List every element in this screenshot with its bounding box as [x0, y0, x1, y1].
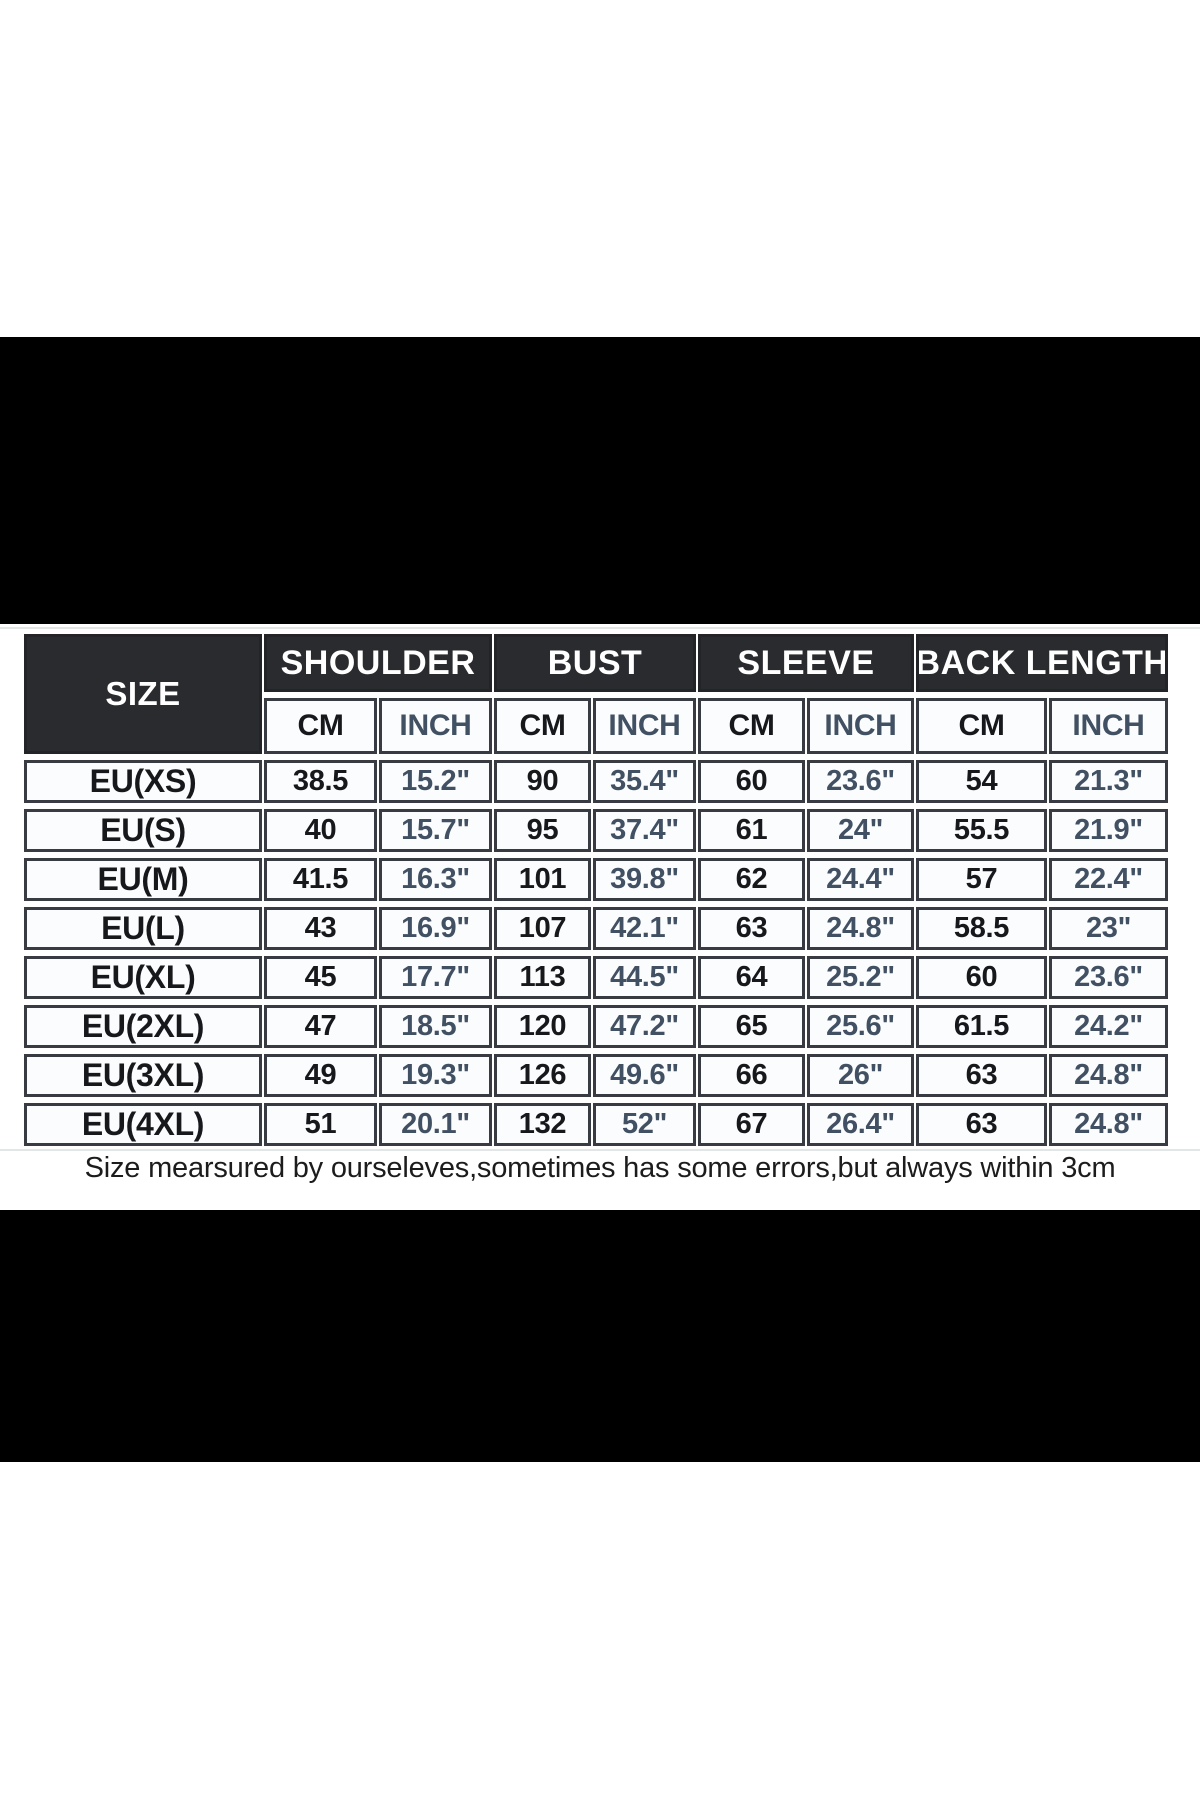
- inch-value-cell: 25.2": [807, 956, 914, 999]
- inch-value-cell: 24.2": [1049, 1005, 1168, 1048]
- size-column-header: SIZE: [24, 634, 262, 754]
- inch-value-cell: 24": [807, 809, 914, 852]
- inch-value-cell: 35.4": [593, 760, 696, 803]
- inch-value-cell: 21.9": [1049, 809, 1168, 852]
- inch-value-cell: 23.6": [807, 760, 914, 803]
- inch-value-cell: 21.3": [1049, 760, 1168, 803]
- cm-value-cell: 41.5: [264, 858, 377, 901]
- inch-value-cell: 44.5": [593, 956, 696, 999]
- cm-value-cell: 64: [698, 956, 805, 999]
- inch-value-cell: 26": [807, 1054, 914, 1097]
- size-label-cell: EU(XL): [24, 956, 262, 999]
- inch-value-cell: 42.1": [593, 907, 696, 950]
- cm-value-cell: 107: [494, 907, 591, 950]
- inch-value-cell: 24.4": [807, 858, 914, 901]
- inch-value-cell: 39.8": [593, 858, 696, 901]
- cm-value-cell: 61.5: [916, 1005, 1047, 1048]
- subheader-shoulder-cm: CM: [264, 698, 377, 754]
- inch-value-cell: 19.3": [379, 1054, 492, 1097]
- inch-value-cell: 15.2": [379, 760, 492, 803]
- cm-value-cell: 40: [264, 809, 377, 852]
- size-label-cell: EU(M): [24, 858, 262, 901]
- inch-value-cell: 16.3": [379, 858, 492, 901]
- group-header-sleeve: SLEEVE: [698, 634, 914, 692]
- inch-value-cell: 47.2": [593, 1005, 696, 1048]
- cm-value-cell: 57: [916, 858, 1047, 901]
- inch-value-cell: 20.1": [379, 1103, 492, 1146]
- cm-value-cell: 120: [494, 1005, 591, 1048]
- inch-value-cell: 17.7": [379, 956, 492, 999]
- cm-value-cell: 90: [494, 760, 591, 803]
- cm-value-cell: 51: [264, 1103, 377, 1146]
- cm-value-cell: 54: [916, 760, 1047, 803]
- cm-value-cell: 58.5: [916, 907, 1047, 950]
- inch-value-cell: 16.9": [379, 907, 492, 950]
- inch-value-cell: 22.4": [1049, 858, 1168, 901]
- cm-value-cell: 66: [698, 1054, 805, 1097]
- size-label-cell: EU(2XL): [24, 1005, 262, 1048]
- group-header-shoulder: SHOULDER: [264, 634, 492, 692]
- bottom-black-bar: [0, 1210, 1200, 1462]
- cm-value-cell: 67: [698, 1103, 805, 1146]
- size-label-cell: EU(XS): [24, 760, 262, 803]
- top-black-bar: [0, 337, 1200, 624]
- cm-value-cell: 126: [494, 1054, 591, 1097]
- subheader-bust-inch: INCH: [593, 698, 696, 754]
- subheader-shoulder-inch: INCH: [379, 698, 492, 754]
- cm-value-cell: 47: [264, 1005, 377, 1048]
- cm-value-cell: 113: [494, 956, 591, 999]
- subheader-sleeve-cm: CM: [698, 698, 805, 754]
- cm-value-cell: 63: [698, 907, 805, 950]
- gridline-above-table: [0, 627, 1200, 629]
- inch-value-cell: 52": [593, 1103, 696, 1146]
- size-label-cell: EU(L): [24, 907, 262, 950]
- cm-value-cell: 43: [264, 907, 377, 950]
- inch-value-cell: 25.6": [807, 1005, 914, 1048]
- size-label-cell: EU(4XL): [24, 1103, 262, 1146]
- subheader-back-length-cm: CM: [916, 698, 1047, 754]
- cm-value-cell: 60: [916, 956, 1047, 999]
- cm-value-cell: 95: [494, 809, 591, 852]
- inch-value-cell: 23": [1049, 907, 1168, 950]
- inch-value-cell: 23.6": [1049, 956, 1168, 999]
- cm-value-cell: 65: [698, 1005, 805, 1048]
- size-chart-table: SIZE SHOULDER BUST SLEEVE BACK LENGTH CM…: [24, 634, 1168, 1146]
- cm-value-cell: 62: [698, 858, 805, 901]
- subheader-bust-cm: CM: [494, 698, 591, 754]
- inch-value-cell: 15.7": [379, 809, 492, 852]
- cm-value-cell: 49: [264, 1054, 377, 1097]
- cm-value-cell: 63: [916, 1054, 1047, 1097]
- group-header-back-length: BACK LENGTH: [916, 634, 1168, 692]
- cm-value-cell: 60: [698, 760, 805, 803]
- inch-value-cell: 37.4": [593, 809, 696, 852]
- size-label-cell: EU(S): [24, 809, 262, 852]
- cm-value-cell: 45: [264, 956, 377, 999]
- inch-value-cell: 18.5": [379, 1005, 492, 1048]
- cm-value-cell: 55.5: [916, 809, 1047, 852]
- cm-value-cell: 63: [916, 1103, 1047, 1146]
- inch-value-cell: 49.6": [593, 1054, 696, 1097]
- inch-value-cell: 24.8": [1049, 1103, 1168, 1146]
- inch-value-cell: 26.4": [807, 1103, 914, 1146]
- size-label-cell: EU(3XL): [24, 1054, 262, 1097]
- inch-value-cell: 24.8": [1049, 1054, 1168, 1097]
- subheader-back-length-inch: INCH: [1049, 698, 1168, 754]
- gridline-below-table: [0, 1149, 1200, 1151]
- cm-value-cell: 61: [698, 809, 805, 852]
- cm-value-cell: 101: [494, 858, 591, 901]
- inch-value-cell: 24.8": [807, 907, 914, 950]
- subheader-sleeve-inch: INCH: [807, 698, 914, 754]
- group-header-bust: BUST: [494, 634, 696, 692]
- cm-value-cell: 132: [494, 1103, 591, 1146]
- measurement-note: Size mearsured by ourseleves,sometimes h…: [84, 1152, 1116, 1184]
- cm-value-cell: 38.5: [264, 760, 377, 803]
